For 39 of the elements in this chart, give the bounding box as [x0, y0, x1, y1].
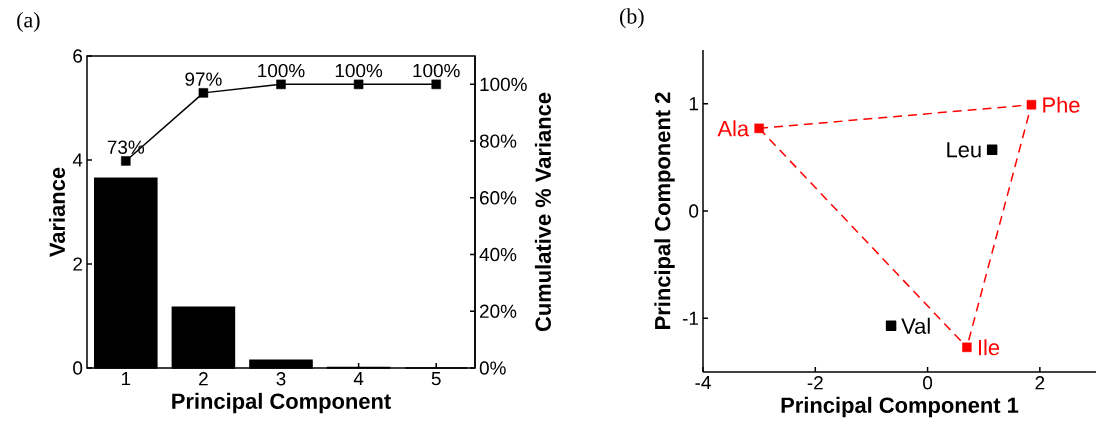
- y-tick-label: 6: [73, 49, 83, 63]
- x-tick-label: 0: [923, 376, 933, 390]
- y2-tick-label: 80%: [479, 134, 517, 148]
- x-axis-title: Principal Component 1: [781, 396, 1019, 418]
- x-axis-title: Principal Component: [172, 392, 391, 414]
- x-tick-label: 1: [121, 372, 131, 386]
- data-label: 97%: [185, 72, 222, 86]
- y-axis-title: Variance: [48, 167, 66, 257]
- y-tick-label: 0: [73, 361, 83, 375]
- data-label: Leu: [947, 142, 981, 158]
- y2-tick-label: 40%: [479, 247, 517, 262]
- x-tick-label: 4: [353, 372, 364, 386]
- data-label: 100%: [335, 63, 383, 78]
- data-label: 100%: [258, 63, 305, 78]
- data-label: Phe: [1043, 96, 1080, 113]
- y2-tick-label: 0%: [479, 361, 506, 375]
- y-tick-label: 1: [689, 97, 699, 111]
- chart-title: (b): [620, 8, 644, 29]
- chart-title: (a): [17, 12, 40, 32]
- y2-tick-label: 100%: [480, 77, 527, 92]
- x-tick-label: 2: [199, 372, 208, 386]
- data-label: 73%: [107, 140, 145, 154]
- y2-axis-title: Cumulative % Variance: [534, 92, 551, 332]
- x-tick-label: 5: [431, 372, 441, 386]
- x-tick-label: -2: [807, 376, 823, 390]
- y-axis-title: Principal Component 2: [654, 92, 675, 329]
- x-tick-label: 3: [276, 372, 286, 386]
- data-label: Ile: [978, 339, 1000, 356]
- y-tick-label: -1: [682, 311, 699, 325]
- y-tick-label: 4: [72, 153, 83, 167]
- data-label: Val: [901, 317, 930, 334]
- x-tick-label: 2: [1035, 376, 1045, 390]
- x-tick-label: -4: [695, 376, 711, 390]
- y2-tick-label: 60%: [480, 191, 517, 205]
- data-label: Ala: [717, 120, 750, 137]
- y-tick-label: 2: [73, 257, 82, 271]
- y2-tick-label: 20%: [480, 304, 517, 318]
- y-tick-label: 0: [689, 204, 699, 218]
- data-label: 100%: [413, 63, 460, 78]
